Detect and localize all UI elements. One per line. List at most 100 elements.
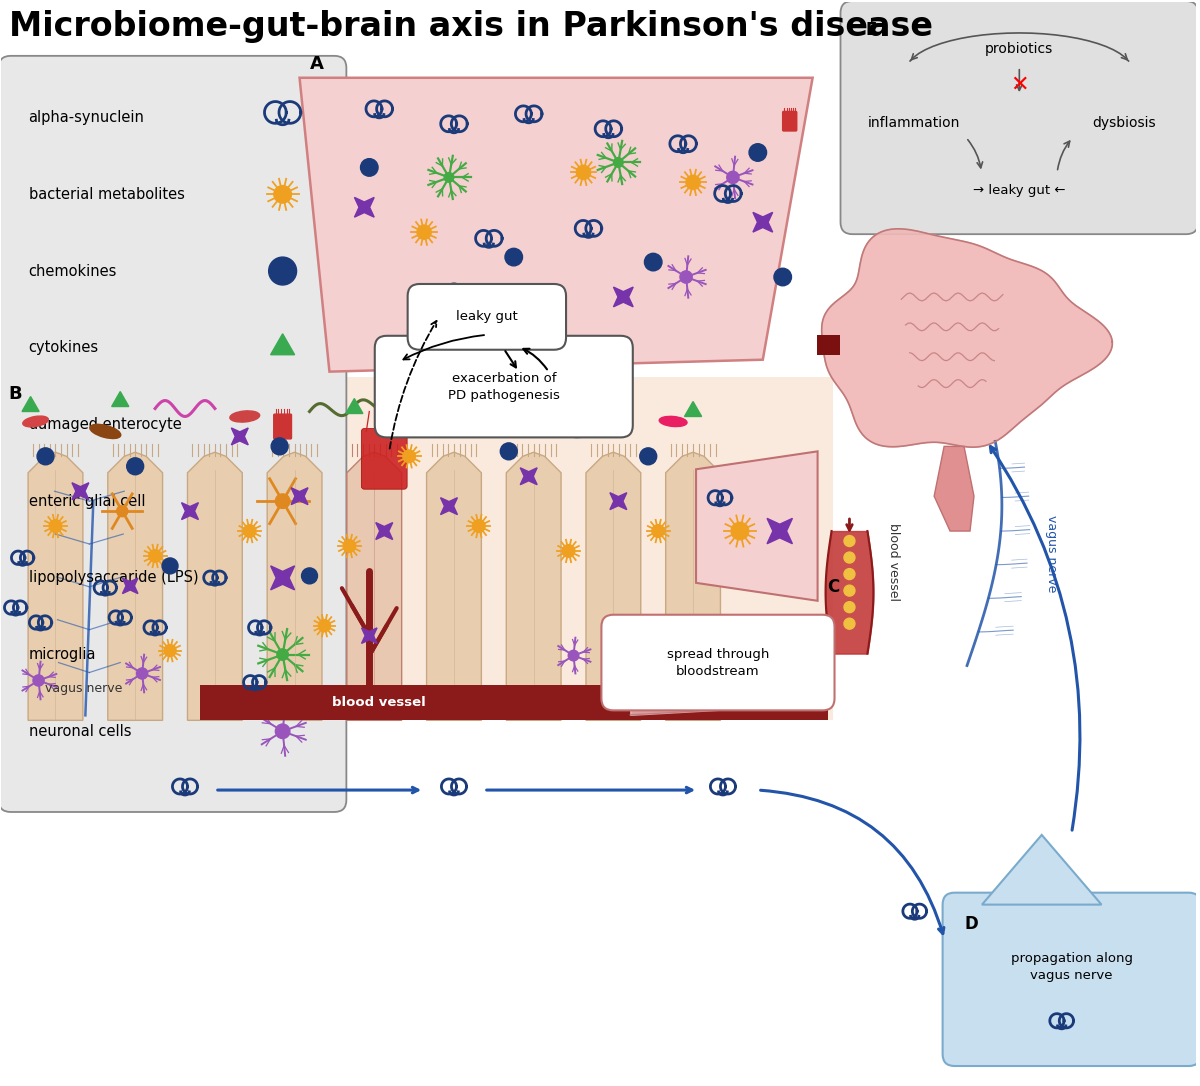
Text: leaky gut: leaky gut: [456, 311, 517, 324]
Polygon shape: [292, 488, 308, 505]
Circle shape: [500, 443, 517, 459]
FancyBboxPatch shape: [840, 1, 1198, 235]
Polygon shape: [300, 78, 812, 371]
Polygon shape: [108, 452, 162, 720]
Circle shape: [244, 525, 256, 538]
Text: exacerbation of
PD pathogenesis: exacerbation of PD pathogenesis: [448, 371, 559, 402]
Polygon shape: [610, 493, 626, 509]
FancyBboxPatch shape: [816, 334, 840, 355]
Circle shape: [473, 520, 485, 532]
Text: neuronal cells: neuronal cells: [29, 723, 131, 738]
Circle shape: [360, 159, 378, 176]
Circle shape: [563, 545, 575, 557]
Polygon shape: [767, 518, 792, 544]
Polygon shape: [440, 497, 457, 515]
Circle shape: [644, 253, 662, 270]
Text: damaged enterocyte: damaged enterocyte: [29, 417, 181, 432]
Polygon shape: [22, 396, 40, 412]
Polygon shape: [346, 399, 362, 414]
Polygon shape: [426, 452, 481, 720]
Circle shape: [164, 645, 176, 657]
Circle shape: [613, 157, 623, 167]
Ellipse shape: [420, 421, 448, 432]
Polygon shape: [271, 333, 295, 355]
Polygon shape: [354, 198, 374, 217]
Polygon shape: [112, 392, 128, 406]
Text: → leaky gut ←: → leaky gut ←: [973, 184, 1066, 197]
FancyBboxPatch shape: [1, 377, 833, 720]
Circle shape: [127, 458, 144, 475]
Text: lipopolysaccaride (LPS): lipopolysaccaride (LPS): [29, 570, 198, 585]
Circle shape: [727, 172, 739, 184]
Text: chemokines: chemokines: [29, 264, 116, 278]
Polygon shape: [540, 389, 557, 404]
Text: inflammation: inflammation: [868, 115, 960, 129]
Text: E: E: [865, 21, 877, 39]
Circle shape: [686, 175, 700, 189]
Circle shape: [773, 690, 782, 699]
Polygon shape: [268, 452, 322, 720]
Polygon shape: [187, 452, 242, 720]
Circle shape: [274, 186, 292, 203]
Polygon shape: [28, 452, 83, 720]
Circle shape: [731, 522, 749, 540]
Circle shape: [49, 520, 61, 532]
Text: D: D: [965, 914, 978, 933]
Circle shape: [444, 173, 454, 182]
Ellipse shape: [230, 411, 259, 422]
Polygon shape: [666, 452, 720, 720]
Circle shape: [445, 283, 463, 301]
Circle shape: [576, 165, 590, 179]
Circle shape: [318, 620, 330, 632]
Polygon shape: [232, 428, 248, 445]
Polygon shape: [181, 503, 198, 519]
FancyBboxPatch shape: [408, 283, 566, 350]
FancyBboxPatch shape: [601, 615, 834, 710]
Text: alpha-synuclein: alpha-synuclein: [29, 110, 144, 125]
Circle shape: [844, 618, 854, 629]
Ellipse shape: [569, 426, 598, 438]
Text: vagus nerve: vagus nerve: [44, 682, 122, 695]
Text: B: B: [8, 384, 23, 403]
Circle shape: [301, 568, 318, 584]
Polygon shape: [752, 213, 773, 232]
FancyBboxPatch shape: [374, 336, 632, 438]
FancyBboxPatch shape: [943, 893, 1200, 1066]
Circle shape: [749, 143, 767, 161]
Circle shape: [271, 438, 288, 455]
Circle shape: [844, 552, 854, 563]
Circle shape: [774, 268, 792, 286]
Text: blood vessel: blood vessel: [887, 523, 900, 602]
Ellipse shape: [90, 425, 121, 439]
Polygon shape: [613, 287, 634, 307]
Text: cytokines: cytokines: [29, 340, 98, 355]
FancyBboxPatch shape: [782, 112, 797, 131]
Text: vagus nerve: vagus nerve: [1045, 515, 1057, 592]
Text: C: C: [828, 578, 840, 596]
Polygon shape: [586, 452, 641, 720]
Circle shape: [275, 494, 290, 508]
Circle shape: [37, 447, 54, 465]
Text: spread through
bloodstream: spread through bloodstream: [667, 647, 769, 678]
Circle shape: [275, 724, 290, 738]
Bar: [1, 720, 947, 835]
Circle shape: [416, 225, 431, 239]
Circle shape: [277, 648, 288, 660]
FancyBboxPatch shape: [361, 429, 407, 489]
Polygon shape: [72, 483, 89, 500]
Polygon shape: [521, 468, 538, 484]
Circle shape: [653, 690, 664, 699]
Circle shape: [505, 249, 522, 266]
Text: blood vessel: blood vessel: [332, 696, 426, 709]
Polygon shape: [684, 402, 702, 417]
Polygon shape: [934, 446, 974, 531]
Text: dysbiosis: dysbiosis: [1093, 115, 1157, 129]
Ellipse shape: [659, 416, 688, 427]
Ellipse shape: [23, 416, 48, 427]
Bar: [200, 685, 828, 720]
Circle shape: [640, 447, 656, 465]
FancyBboxPatch shape: [274, 414, 292, 439]
Circle shape: [149, 550, 162, 563]
Circle shape: [844, 569, 854, 580]
Polygon shape: [361, 628, 377, 643]
